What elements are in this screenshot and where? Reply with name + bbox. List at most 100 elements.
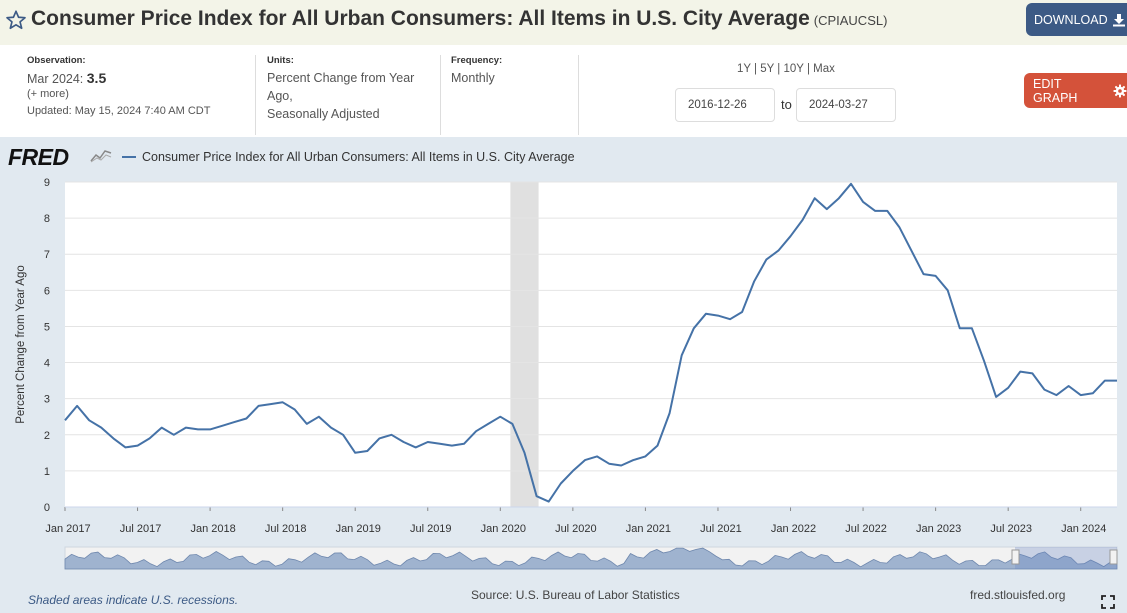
- more-link[interactable]: (+ more): [27, 88, 69, 100]
- data-point[interactable]: [618, 462, 624, 468]
- data-point[interactable]: [570, 468, 576, 474]
- data-point[interactable]: [364, 448, 370, 454]
- data-point[interactable]: [642, 453, 648, 459]
- data-point[interactable]: [86, 417, 92, 423]
- data-point[interactable]: [388, 432, 394, 438]
- data-point[interactable]: [896, 224, 902, 230]
- data-point[interactable]: [727, 316, 733, 322]
- data-point[interactable]: [594, 453, 600, 459]
- data-point[interactable]: [1029, 370, 1035, 376]
- navigator-handle[interactable]: [1109, 549, 1118, 565]
- data-point[interactable]: [268, 401, 274, 407]
- data-point[interactable]: [1066, 383, 1072, 389]
- data-point[interactable]: [219, 423, 225, 429]
- data-point[interactable]: [957, 325, 963, 331]
- navigator-handle[interactable]: [1011, 549, 1020, 565]
- download-button[interactable]: DOWNLOAD: [1026, 3, 1127, 36]
- data-point[interactable]: [425, 439, 431, 445]
- data-point[interactable]: [231, 419, 237, 425]
- data-point[interactable]: [1054, 392, 1060, 398]
- line-chart[interactable]: 0 1 2 3 4 5 6 7 8 9 Percent Change from Year Ago Ja…: [0, 137, 1127, 613]
- data-point[interactable]: [993, 394, 999, 400]
- data-point[interactable]: [352, 450, 358, 456]
- data-point[interactable]: [485, 421, 491, 427]
- data-point[interactable]: [1090, 390, 1096, 396]
- data-point[interactable]: [521, 450, 527, 456]
- data-point[interactable]: [1041, 387, 1047, 393]
- site-link[interactable]: fred.stlouisfed.org: [970, 588, 1066, 602]
- navigator-selection[interactable]: [1015, 547, 1117, 569]
- data-point[interactable]: [800, 217, 806, 223]
- data-point[interactable]: [812, 195, 818, 201]
- data-point[interactable]: [715, 313, 721, 319]
- data-point[interactable]: [788, 233, 794, 239]
- data-point[interactable]: [860, 199, 866, 205]
- data-point[interactable]: [437, 441, 443, 447]
- data-point[interactable]: [135, 443, 141, 449]
- data-point[interactable]: [921, 271, 927, 277]
- star-outline-icon[interactable]: [5, 9, 27, 31]
- data-point[interactable]: [1005, 385, 1011, 391]
- series-line[interactable]: [64, 182, 1117, 503]
- data-point[interactable]: [1102, 378, 1108, 384]
- data-point[interactable]: [1114, 378, 1120, 384]
- data-point[interactable]: [280, 399, 286, 405]
- data-point[interactable]: [509, 421, 515, 427]
- data-point[interactable]: [316, 414, 322, 420]
- data-point[interactable]: [945, 287, 951, 293]
- data-point[interactable]: [739, 309, 745, 315]
- data-point[interactable]: [497, 414, 503, 420]
- source-link[interactable]: Source: U.S. Bureau of Labor Statistics: [471, 588, 680, 602]
- range-max[interactable]: Max: [813, 63, 835, 75]
- data-point[interactable]: [62, 417, 68, 423]
- data-point[interactable]: [534, 493, 540, 499]
- data-point[interactable]: [691, 325, 697, 331]
- range-10y[interactable]: 10Y: [783, 63, 804, 75]
- data-point[interactable]: [473, 428, 479, 434]
- end-date-input[interactable]: 2024-03-27: [796, 88, 896, 122]
- data-point[interactable]: [836, 195, 842, 201]
- data-point[interactable]: [763, 257, 769, 263]
- data-point[interactable]: [183, 425, 189, 431]
- data-point[interactable]: [110, 435, 116, 441]
- data-point[interactable]: [207, 426, 213, 432]
- data-point[interactable]: [243, 416, 249, 422]
- data-point[interactable]: [171, 432, 177, 438]
- data-point[interactable]: [630, 457, 636, 463]
- data-point[interactable]: [449, 443, 455, 449]
- data-point[interactable]: [848, 181, 854, 187]
- data-point[interactable]: [908, 248, 914, 254]
- data-point[interactable]: [1078, 392, 1084, 398]
- data-point[interactable]: [703, 311, 709, 317]
- data-point[interactable]: [606, 461, 612, 467]
- data-point[interactable]: [195, 426, 201, 432]
- data-point[interactable]: [74, 403, 80, 409]
- data-point[interactable]: [546, 499, 552, 505]
- data-point[interactable]: [558, 481, 564, 487]
- start-date-input[interactable]: 2016-12-26: [675, 88, 775, 122]
- data-point[interactable]: [679, 352, 685, 358]
- data-point[interactable]: [401, 439, 407, 445]
- data-point[interactable]: [933, 273, 939, 279]
- data-point[interactable]: [122, 444, 128, 450]
- data-point[interactable]: [824, 206, 830, 212]
- data-point[interactable]: [461, 441, 467, 447]
- fullscreen-icon[interactable]: [1101, 595, 1115, 609]
- data-point[interactable]: [159, 425, 165, 431]
- data-point[interactable]: [328, 425, 334, 431]
- data-point[interactable]: [147, 435, 153, 441]
- data-point[interactable]: [304, 421, 310, 427]
- edit-graph-button[interactable]: EDIT GRAPH: [1024, 73, 1127, 108]
- data-point[interactable]: [775, 248, 781, 254]
- data-point[interactable]: [292, 407, 298, 413]
- data-point[interactable]: [98, 425, 104, 431]
- range-1y[interactable]: 1Y: [737, 63, 751, 75]
- data-point[interactable]: [884, 208, 890, 214]
- data-point[interactable]: [413, 444, 419, 450]
- data-point[interactable]: [981, 358, 987, 364]
- data-point[interactable]: [969, 325, 975, 331]
- data-point[interactable]: [667, 410, 673, 416]
- range-5y[interactable]: 5Y: [760, 63, 775, 75]
- data-point[interactable]: [872, 208, 878, 214]
- data-point[interactable]: [376, 435, 382, 441]
